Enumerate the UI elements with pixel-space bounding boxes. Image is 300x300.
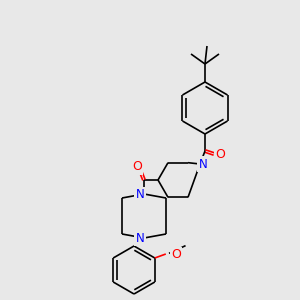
Text: N: N: [199, 158, 207, 170]
Text: N: N: [136, 188, 144, 202]
Text: O: O: [132, 160, 142, 173]
Text: O: O: [215, 148, 225, 160]
Text: N: N: [136, 232, 144, 244]
Text: O: O: [171, 248, 181, 262]
